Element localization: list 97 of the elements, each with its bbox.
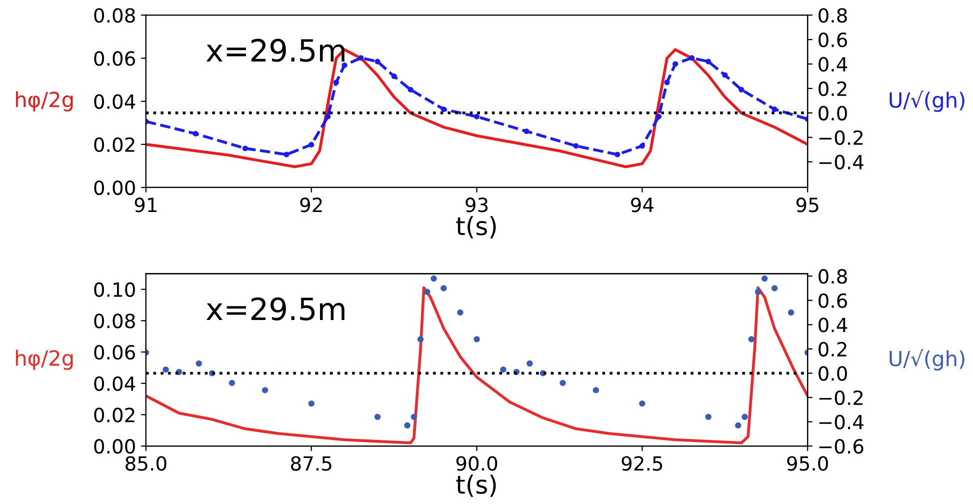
y2-axis-title: U/√(gh)	[890, 349, 964, 370]
point	[672, 61, 678, 67]
point	[524, 128, 530, 134]
y2-tick-label: 0.2	[818, 81, 846, 96]
y2-tick-label: 0.8	[818, 8, 847, 23]
line-series	[146, 286, 808, 444]
point	[474, 336, 480, 342]
y2-tick-label: −0.2	[819, 130, 863, 146]
point	[196, 360, 202, 367]
point	[639, 143, 645, 149]
x-tick-label: 94	[631, 198, 654, 212]
point	[424, 288, 430, 295]
point	[308, 400, 314, 407]
point	[754, 288, 762, 295]
point	[308, 142, 314, 148]
annotation: x=29.5m	[206, 297, 344, 320]
point	[284, 152, 290, 158]
y2-tick-label: −0.4	[819, 154, 864, 170]
point	[689, 55, 695, 61]
point	[358, 55, 364, 61]
point	[408, 86, 414, 92]
point	[391, 73, 397, 80]
y-tick-label: 0.10	[94, 282, 135, 298]
point	[656, 114, 662, 120]
point	[333, 80, 339, 86]
x-tick-label: 95	[796, 198, 818, 212]
y-tick-label: 0.00	[94, 438, 135, 454]
y2-tick-label: 0.8	[818, 269, 847, 284]
y2-tick-label: −0.2	[819, 390, 863, 406]
y-tick-label: 0.06	[94, 344, 136, 360]
point	[325, 114, 331, 120]
point	[560, 380, 566, 386]
point	[772, 106, 778, 112]
y-tick-label: 0.04	[94, 94, 136, 109]
point	[706, 58, 712, 64]
y-tick-label: 0.02	[94, 137, 134, 152]
point	[722, 72, 728, 78]
point	[457, 309, 464, 316]
point	[374, 414, 381, 420]
point	[592, 387, 599, 394]
y-tick-label: 0.04	[94, 376, 136, 392]
point	[262, 387, 268, 394]
point	[410, 414, 418, 420]
point	[705, 414, 712, 420]
y-axis-title: hφ/2g	[16, 91, 73, 112]
point	[417, 336, 424, 342]
x-tick-label: 91	[134, 198, 157, 212]
x-axis-title: t(s)	[456, 474, 496, 497]
y-tick-label: 0.08	[94, 8, 135, 23]
point	[374, 58, 380, 64]
x-tick-label: 95.0	[787, 456, 828, 471]
x-tick-label: 93	[466, 198, 488, 212]
y2-tick-label: 0.0	[818, 366, 847, 381]
y-tick-label: 0.00	[94, 180, 135, 196]
x-tick-label: 92.5	[622, 456, 662, 471]
point	[738, 86, 744, 92]
point	[614, 152, 620, 158]
point	[500, 366, 506, 373]
y-axis-title: hφ/2g	[16, 350, 73, 370]
point	[788, 309, 794, 316]
y2-tick-label: −0.4	[819, 414, 864, 430]
x-tick-label: 87.5	[291, 456, 332, 471]
y2-tick-label: 0.4	[818, 318, 848, 332]
x-tick-label: 92	[300, 198, 322, 212]
y2-tick-label: 0.4	[818, 56, 848, 72]
y2-tick-label: 0.2	[818, 342, 846, 357]
point	[242, 146, 248, 152]
annotation: x=29.5m	[206, 38, 344, 62]
point	[761, 275, 768, 282]
x-axis-title: t(s)	[456, 216, 496, 238]
y2-tick-label: 0.6	[818, 293, 848, 308]
x-tick-label: 85.0	[126, 456, 166, 471]
point	[162, 366, 169, 373]
y2-tick-label: 0.6	[818, 32, 848, 48]
point	[430, 275, 437, 282]
point	[639, 400, 646, 407]
point	[404, 422, 410, 429]
y-tick-label: 0.08	[94, 314, 135, 328]
point	[573, 143, 579, 149]
y2-axis-title: U/√(gh)	[890, 90, 964, 112]
point	[526, 360, 533, 367]
point	[735, 422, 742, 429]
x-tick-label: 90.0	[456, 456, 498, 471]
y2-tick-label: 0.0	[818, 106, 847, 121]
point	[664, 80, 670, 86]
point	[440, 106, 446, 112]
point	[440, 285, 447, 292]
y-tick-label: 0.06	[94, 51, 136, 66]
y-tick-label: 0.02	[94, 408, 134, 422]
point	[742, 414, 748, 420]
point	[771, 285, 778, 292]
point	[474, 114, 480, 120]
point	[342, 62, 348, 68]
point	[748, 336, 754, 342]
point	[192, 130, 198, 136]
point	[228, 380, 236, 386]
y2-tick-label: −0.6	[819, 438, 864, 454]
